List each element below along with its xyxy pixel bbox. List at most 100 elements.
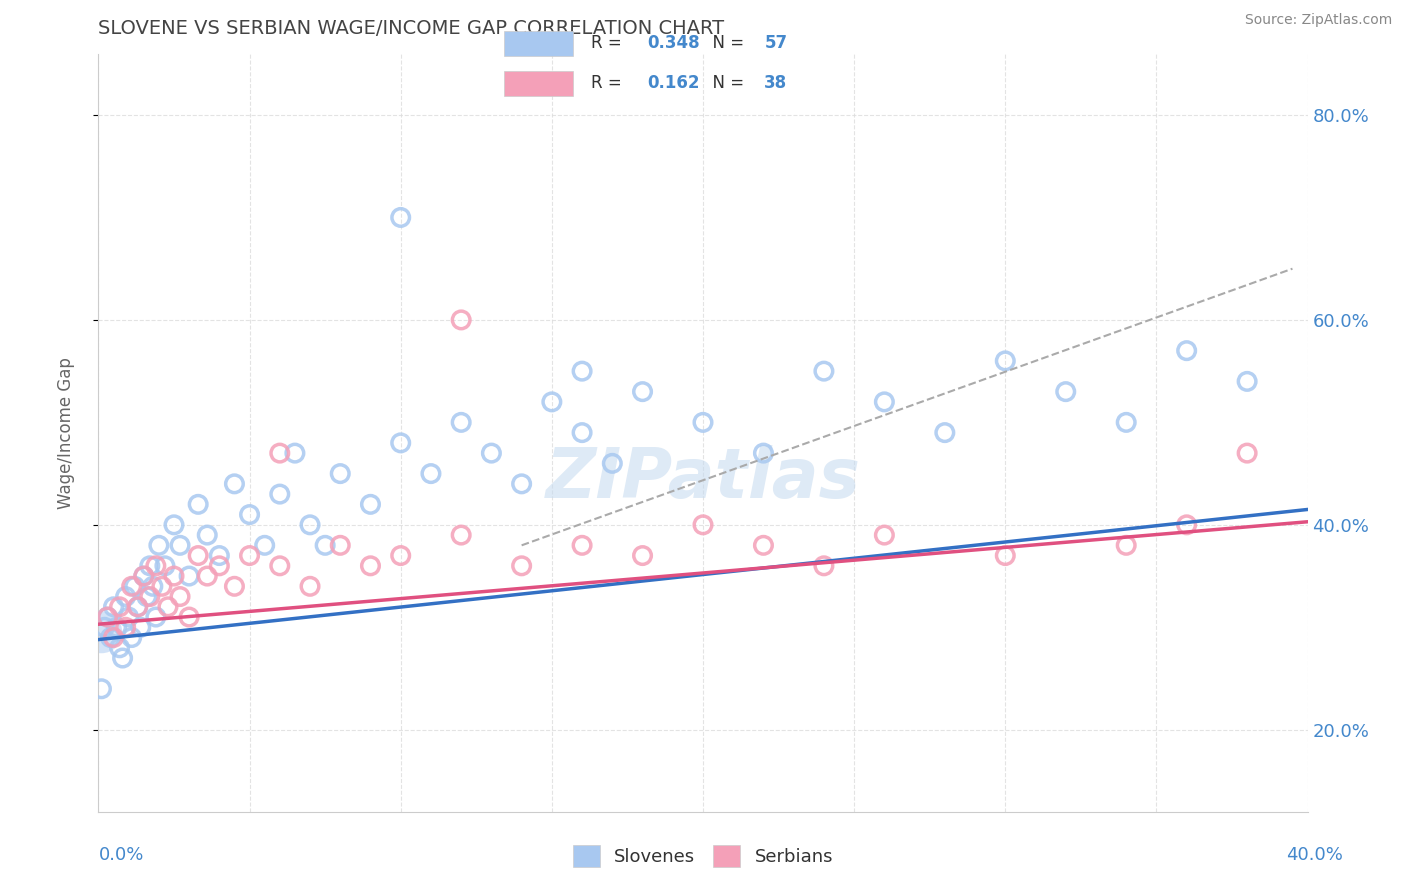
Point <box>139 558 162 573</box>
Point <box>108 599 131 614</box>
Point <box>132 569 155 583</box>
Point <box>111 651 134 665</box>
Point <box>139 590 162 604</box>
Text: ZIPatlas: ZIPatlas <box>546 444 860 512</box>
Point <box>153 558 176 573</box>
Point <box>108 640 131 655</box>
Point <box>195 528 218 542</box>
Point <box>813 364 835 378</box>
Point <box>420 467 443 481</box>
Point <box>208 558 231 573</box>
Point <box>96 610 118 624</box>
Point <box>934 425 956 440</box>
Point <box>179 569 201 583</box>
Text: N =: N = <box>703 34 749 52</box>
Point <box>239 549 262 563</box>
Point <box>224 579 246 593</box>
Point <box>96 610 118 624</box>
Text: 38: 38 <box>765 74 787 92</box>
Point <box>510 476 533 491</box>
Point <box>269 446 291 460</box>
Point <box>329 467 352 481</box>
Point <box>132 569 155 583</box>
Point <box>602 456 624 470</box>
Point <box>224 476 246 491</box>
Point <box>114 620 136 634</box>
Point <box>169 590 191 604</box>
Point <box>148 538 170 552</box>
Point <box>389 435 412 450</box>
Point <box>481 446 503 460</box>
Point <box>314 538 336 552</box>
Point <box>1054 384 1077 399</box>
Point <box>118 610 141 624</box>
Point <box>90 625 112 640</box>
Point <box>105 620 128 634</box>
Point <box>752 538 775 552</box>
Text: 0.348: 0.348 <box>647 34 699 52</box>
Point <box>571 425 593 440</box>
Text: 0.0%: 0.0% <box>98 846 143 863</box>
Point <box>124 579 146 593</box>
Point <box>121 579 143 593</box>
Point <box>692 416 714 430</box>
Text: R =: R = <box>591 34 627 52</box>
Point <box>187 549 209 563</box>
Point <box>329 538 352 552</box>
Point <box>813 558 835 573</box>
Y-axis label: Wage/Income Gap: Wage/Income Gap <box>56 357 75 508</box>
Point <box>253 538 276 552</box>
Point <box>103 599 125 614</box>
Point <box>389 211 412 225</box>
Point <box>1236 446 1258 460</box>
Point <box>179 610 201 624</box>
Point <box>127 599 149 614</box>
Point <box>692 517 714 532</box>
Point <box>360 558 382 573</box>
Point <box>127 599 149 614</box>
Point <box>873 395 896 409</box>
Point <box>994 354 1017 368</box>
Point <box>284 446 307 460</box>
Point <box>299 517 322 532</box>
Point <box>631 549 654 563</box>
Point <box>163 569 186 583</box>
Point <box>752 446 775 460</box>
Point <box>299 579 322 593</box>
Point <box>450 313 472 327</box>
Point <box>156 599 179 614</box>
Point <box>1115 538 1137 552</box>
Point <box>145 610 167 624</box>
Point <box>571 538 593 552</box>
Point <box>93 620 115 634</box>
Point <box>1175 343 1198 358</box>
Point <box>239 508 262 522</box>
Point <box>1236 375 1258 389</box>
Point <box>145 558 167 573</box>
Point <box>208 549 231 563</box>
Text: R =: R = <box>591 74 627 92</box>
Point <box>150 579 173 593</box>
Point <box>129 620 152 634</box>
Point <box>195 569 218 583</box>
Point <box>269 558 291 573</box>
Point <box>389 549 412 563</box>
Text: Source: ZipAtlas.com: Source: ZipAtlas.com <box>1244 13 1392 28</box>
Text: 0.162: 0.162 <box>647 74 699 92</box>
FancyBboxPatch shape <box>505 71 572 96</box>
Point <box>450 416 472 430</box>
Text: 40.0%: 40.0% <box>1286 846 1343 863</box>
Point <box>90 681 112 696</box>
Point <box>135 590 157 604</box>
Point <box>360 497 382 511</box>
Legend: Slovenes, Serbians: Slovenes, Serbians <box>565 838 841 875</box>
Point <box>1115 416 1137 430</box>
Point <box>994 549 1017 563</box>
Point <box>114 590 136 604</box>
Point <box>187 497 209 511</box>
Point <box>100 631 122 645</box>
Point <box>1175 517 1198 532</box>
Point <box>269 487 291 501</box>
Text: SLOVENE VS SERBIAN WAGE/INCOME GAP CORRELATION CHART: SLOVENE VS SERBIAN WAGE/INCOME GAP CORRE… <box>98 19 724 38</box>
Text: N =: N = <box>703 74 749 92</box>
